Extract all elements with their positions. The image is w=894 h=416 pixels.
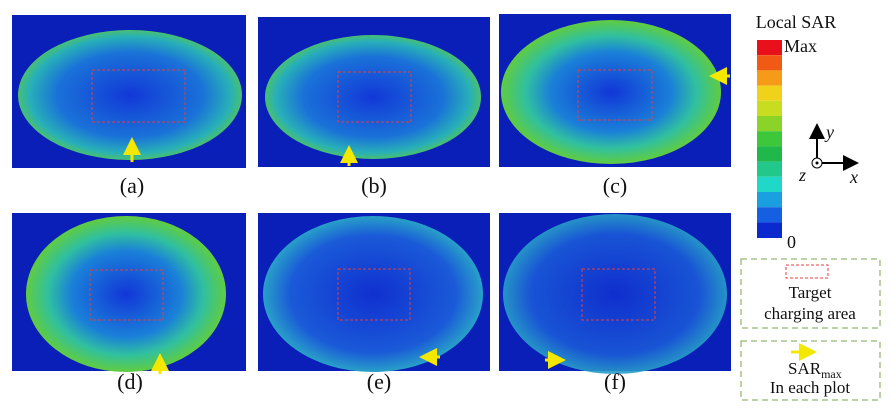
legend-text: charging area xyxy=(764,304,856,323)
axes-icon: y x z xyxy=(798,122,859,187)
panel-a: (a) xyxy=(12,15,246,198)
panel-label: (c) xyxy=(603,173,627,198)
panel-label: (b) xyxy=(361,173,387,198)
axis-z: z xyxy=(798,165,806,185)
panel-label: (d) xyxy=(117,369,143,394)
colorbar-title: Local SAR xyxy=(756,12,837,32)
panel-f: (f) xyxy=(499,213,731,394)
legend-text: Target xyxy=(789,283,832,302)
axis-y: y xyxy=(824,122,834,142)
colorbar-min: 0 xyxy=(787,232,796,252)
colorbar: Local SAR Max 0 xyxy=(756,12,837,252)
colorbar-max: Max xyxy=(784,36,817,56)
legend-text: In each plot xyxy=(770,378,851,397)
panel-e: (e) xyxy=(258,213,490,394)
panel-label: (f) xyxy=(604,369,626,394)
legend-target: Target charging area xyxy=(740,258,881,329)
axis-x: x xyxy=(849,167,858,187)
legend-sar-name: SAR xyxy=(788,359,822,378)
legend-text: SARmax xyxy=(788,359,842,381)
panel-label: (e) xyxy=(367,369,391,394)
legend-sar-sub: max xyxy=(821,367,842,381)
panel-d: (d) xyxy=(12,213,246,394)
panel-c: (c) xyxy=(499,14,731,198)
legend-sar: SARmax In each plot xyxy=(740,340,881,401)
panel-label: (a) xyxy=(120,173,144,198)
panel-b: (b) xyxy=(258,17,490,198)
